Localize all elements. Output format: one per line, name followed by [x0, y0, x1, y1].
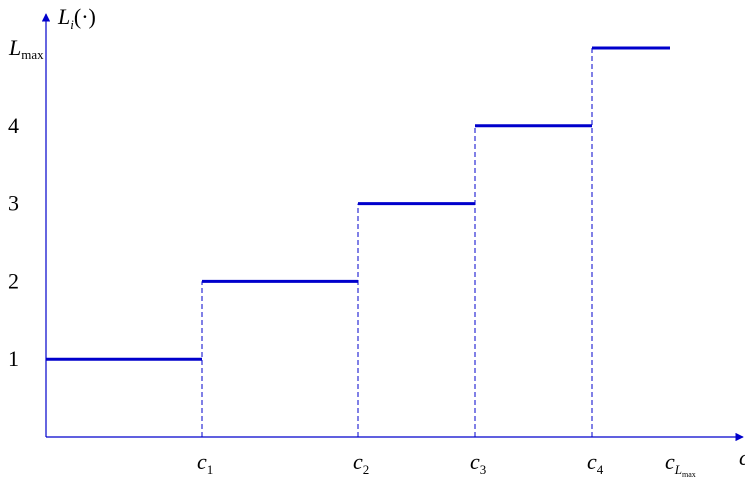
x-tick-label-5: cLmax [665, 449, 696, 477]
x-tick-label-4: c4 [587, 449, 604, 477]
axis-labels: Li(·) c [57, 4, 745, 470]
y-tick-labels: 1 2 3 4 Lmax [8, 35, 44, 371]
y-tick-label-5: Lmax [8, 35, 44, 62]
x-tick-label-2: c2 [353, 449, 369, 477]
y-tick-label-2: 2 [8, 268, 19, 293]
y-tick-label-4: 4 [8, 113, 19, 138]
x-axis-label: c [739, 445, 745, 470]
y-axis-label: Li(·) [57, 4, 96, 32]
dashed-guides [201, 48, 593, 437]
axes [41, 13, 744, 442]
y-tick-label-3: 3 [8, 191, 19, 216]
y-tick-label-1: 1 [8, 346, 19, 371]
step-series [46, 46, 670, 361]
x-tick-labels: c1 c2 c3 c4 cLmax [197, 449, 696, 477]
x-tick-label-3: c3 [470, 449, 486, 477]
x-tick-label-1: c1 [197, 449, 213, 477]
